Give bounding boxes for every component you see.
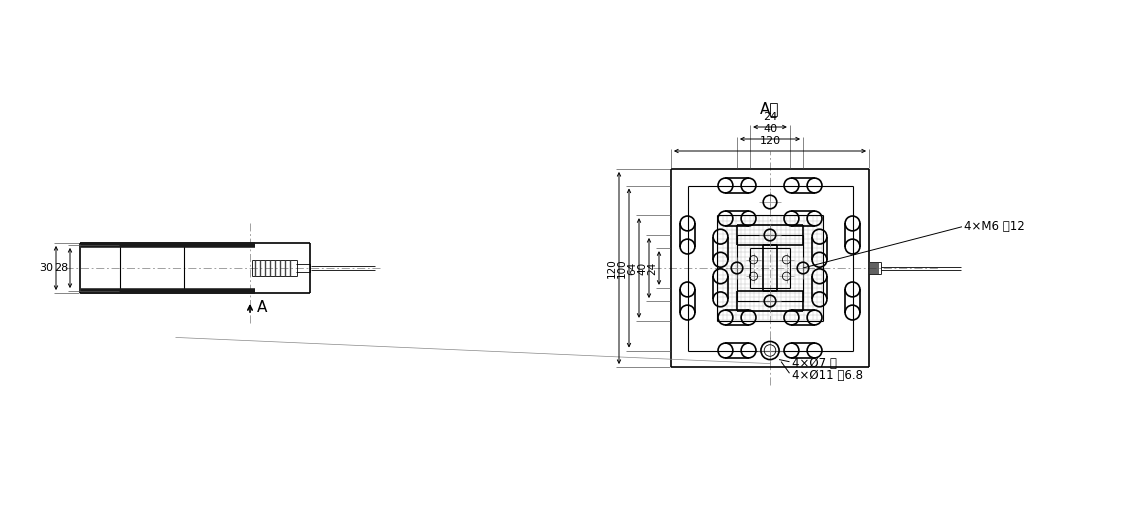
Text: 100: 100 [617,258,627,278]
Text: A: A [257,300,268,316]
Text: 24: 24 [763,112,777,122]
Text: 4×M6 深12: 4×M6 深12 [964,220,1025,233]
Text: 30: 30 [39,263,53,273]
Text: A向: A向 [760,102,780,116]
Text: 24: 24 [647,261,657,275]
Text: 28: 28 [54,263,68,273]
Text: 4×Ø7 通: 4×Ø7 通 [791,357,836,370]
Text: 120: 120 [606,258,617,278]
Text: 64: 64 [627,261,637,275]
Text: 4×Ø11 深6.8: 4×Ø11 深6.8 [791,369,862,382]
Text: 40: 40 [763,124,777,134]
Text: 120: 120 [759,136,780,146]
Text: 40: 40 [637,261,647,275]
